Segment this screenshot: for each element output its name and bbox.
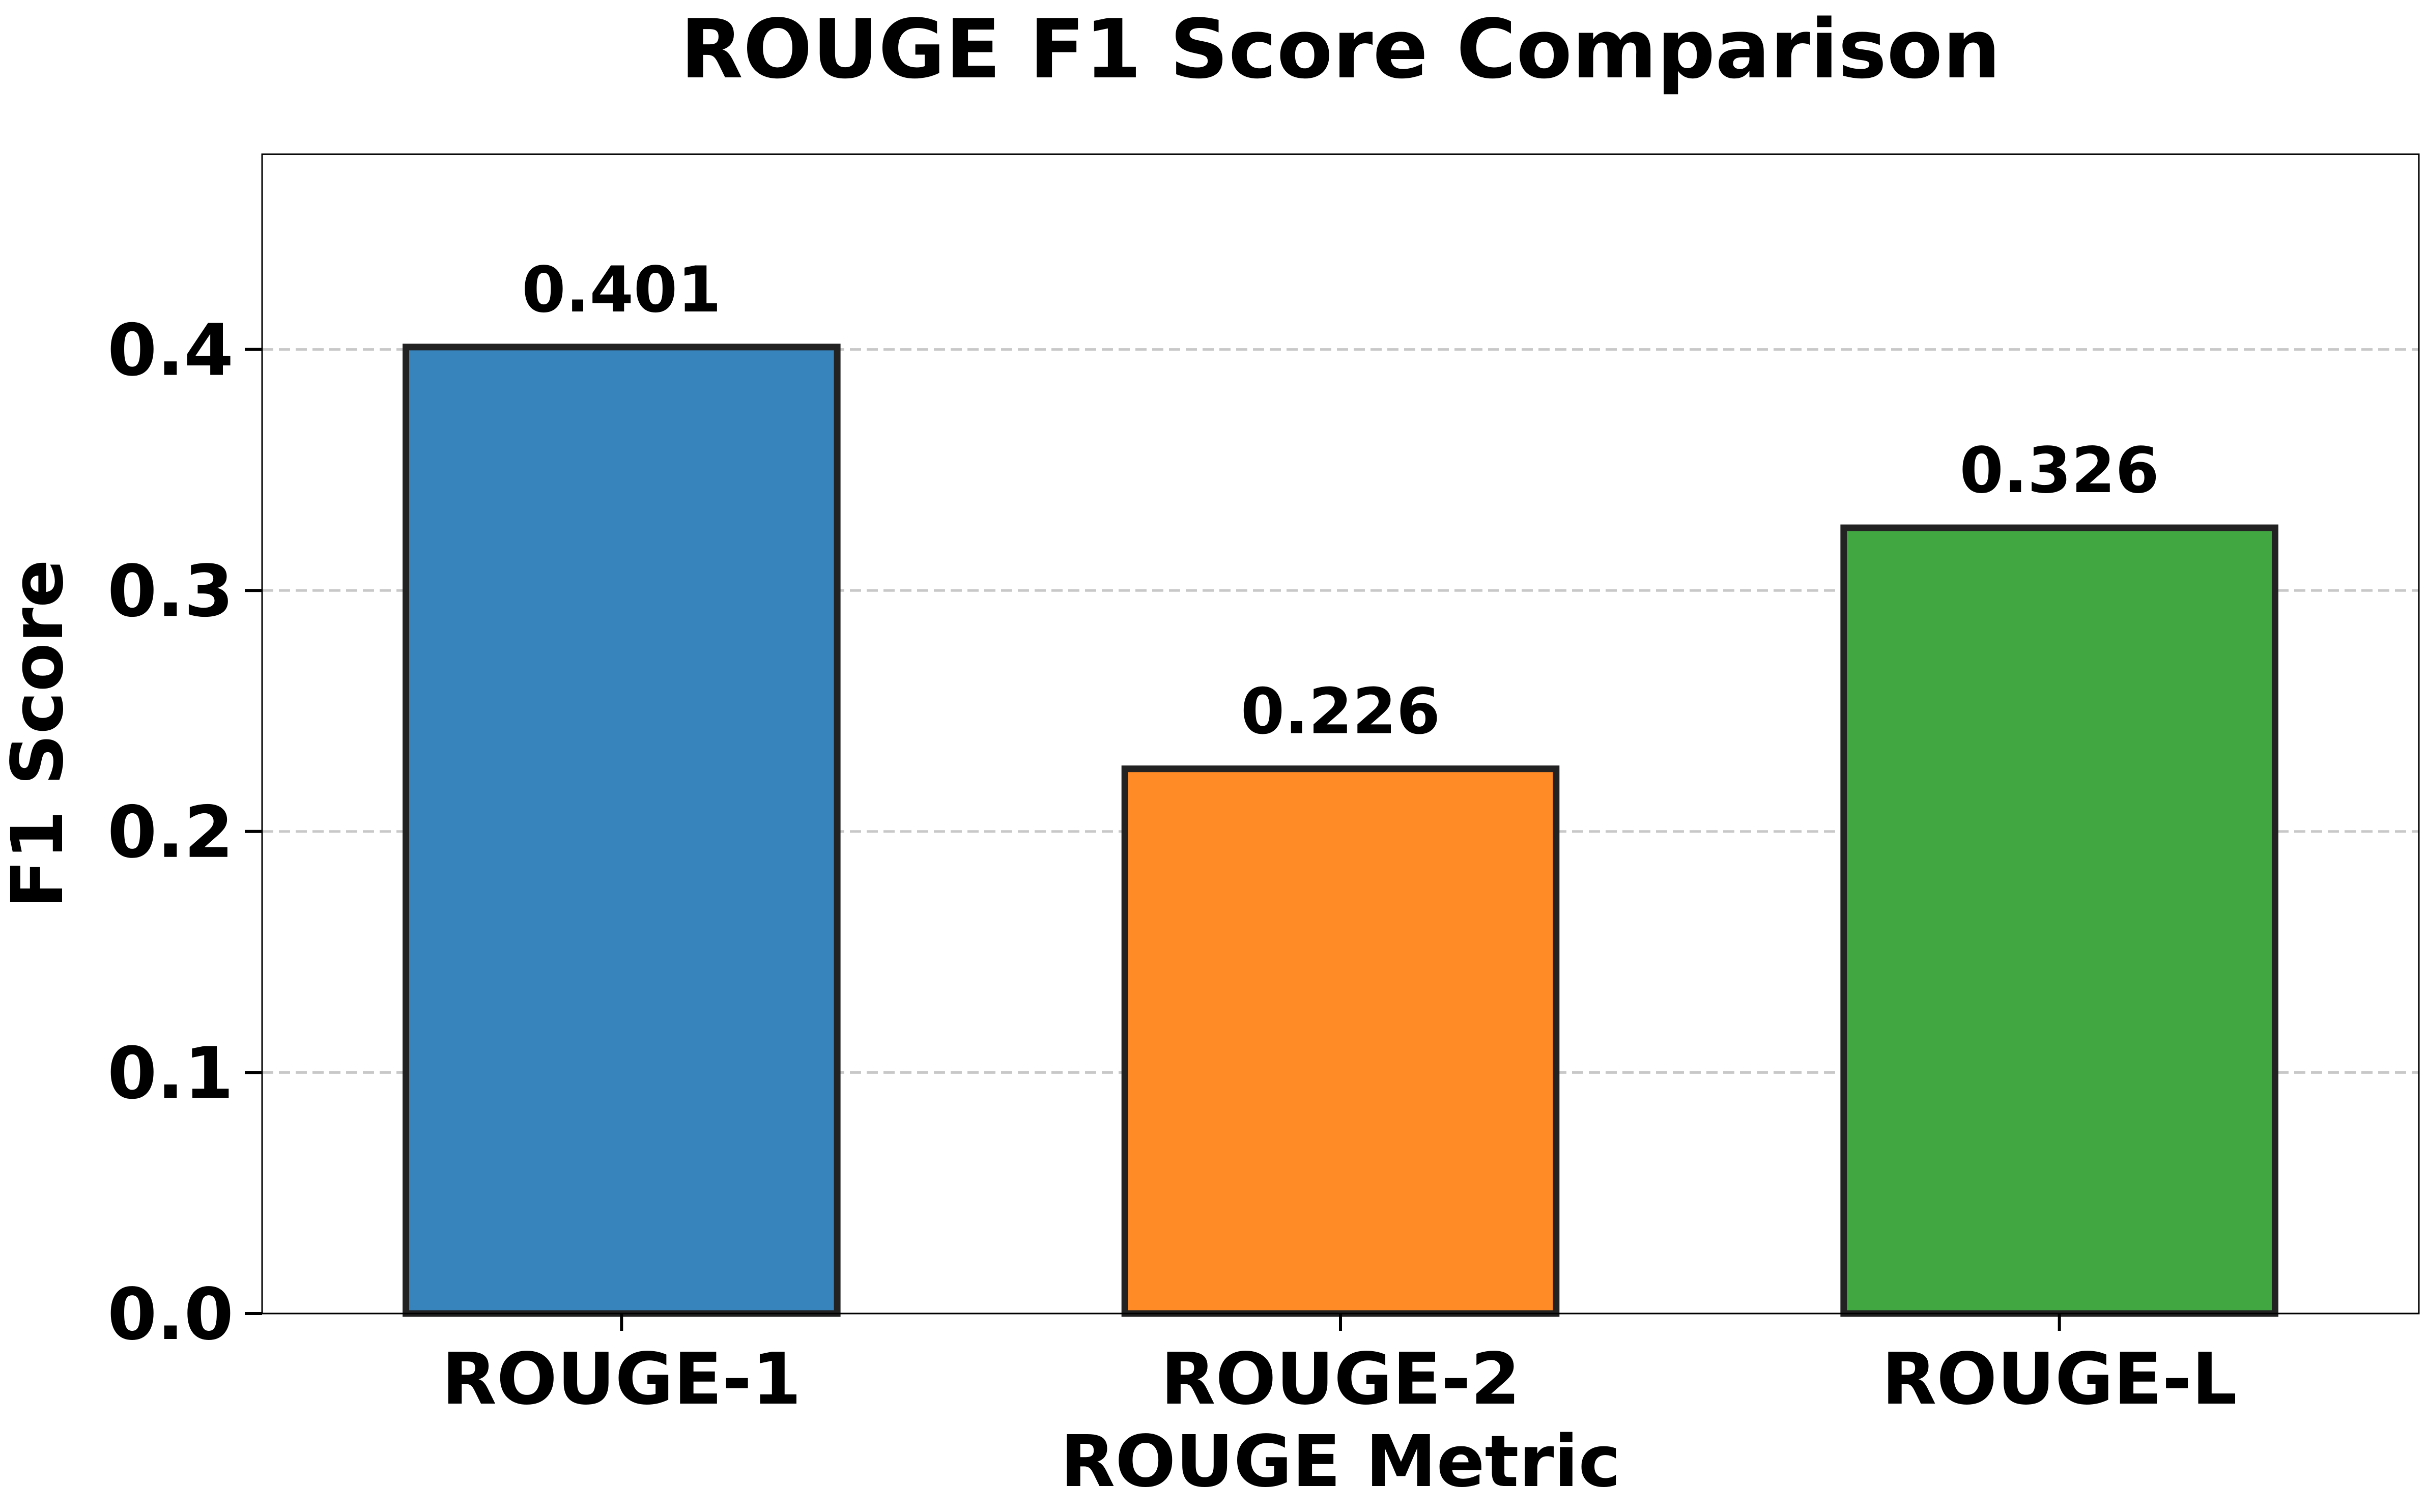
bar [403, 344, 841, 1317]
x-axis-label: ROUGE Metric [1061, 1420, 1621, 1503]
x-axis-ticks: ROUGE-1 ROUGE-2 ROUGE-L [442, 1314, 2237, 1421]
y-tick-label: 0.3 [107, 550, 234, 633]
y-tick-label: 0.0 [107, 1273, 234, 1356]
y-axis-ticks: 0.0 0.1 0.2 0.3 0.4 [107, 309, 262, 1356]
y-tick-label: 0.4 [107, 309, 234, 392]
y-tick-label: 0.2 [107, 791, 234, 874]
x-tick-label: ROUGE-1 [442, 1338, 802, 1421]
y-axis-label: F1 Score [0, 559, 79, 908]
bar-value-label: 0.401 [522, 253, 721, 327]
x-tick-label: ROUGE-2 [1161, 1338, 1521, 1421]
x-tick-label: ROUGE-L [1881, 1338, 2237, 1421]
bar-value-label: 0.326 [1960, 434, 2159, 507]
bar [1840, 524, 2278, 1317]
chart-title: ROUGE F1 Score Comparison [680, 2, 2001, 97]
bar [1121, 765, 1560, 1317]
value-labels: 0.401 0.226 0.326 [522, 253, 2159, 749]
y-tick-label: 0.1 [107, 1032, 234, 1115]
bar-value-label: 0.226 [1241, 675, 1440, 749]
